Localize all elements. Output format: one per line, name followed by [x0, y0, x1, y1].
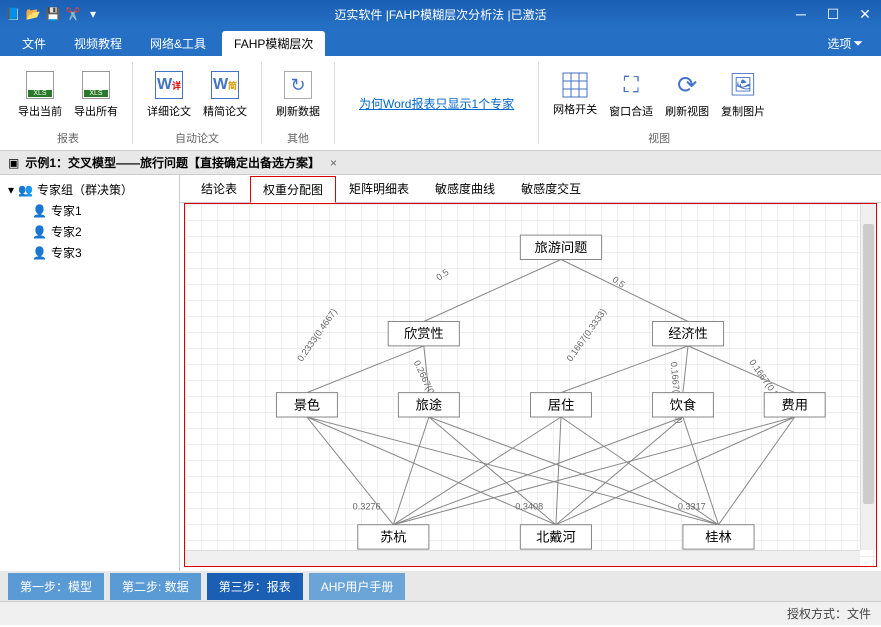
svg-text:0.1667(0.3333): 0.1667(0.3333)	[565, 307, 609, 363]
tree-expert-1[interactable]: 👤专家1	[4, 200, 175, 221]
svg-text:居住: 居住	[548, 397, 574, 412]
tab-sensitivity-curve[interactable]: 敏感度曲线	[422, 175, 508, 202]
refresh-view-button[interactable]: ⟳刷新视图	[661, 60, 713, 128]
dropdown-icon[interactable]: ▾	[84, 5, 102, 23]
svg-text:费用: 费用	[781, 397, 807, 412]
person-icon: 👤	[32, 204, 47, 218]
tool-icon[interactable]: ✂️	[64, 5, 82, 23]
tab-conclusion[interactable]: 结论表	[188, 175, 250, 202]
svg-text:0.3317: 0.3317	[678, 501, 706, 511]
ribbon-group-other: 其他	[287, 128, 309, 146]
svg-text:旅游问题: 旅游问题	[535, 240, 588, 255]
folder-icon[interactable]: 📂	[24, 5, 42, 23]
refresh-data-button[interactable]: ↻刷新数据	[272, 60, 324, 128]
brief-paper-button[interactable]: W简精简论文	[199, 60, 251, 128]
tab-matrix[interactable]: 矩阵明细表	[336, 175, 422, 202]
detailed-paper-button[interactable]: W详详细论文	[143, 60, 195, 128]
step-2-button[interactable]: 第二步: 数据	[110, 573, 201, 600]
hierarchy-diagram: 0.50.50.2333(0.4667)0.2667(0.5333)0.1667…	[185, 204, 876, 566]
status-bar: 授权方式：文件	[0, 601, 881, 625]
window-title: 迈实软件 |FAHP模糊层次分析法 |已激活	[334, 6, 546, 23]
svg-text:0.3276: 0.3276	[353, 501, 381, 511]
menu-network[interactable]: 网络&工具	[138, 31, 218, 56]
close-tab-icon[interactable]: ×	[330, 156, 337, 170]
svg-text:苏杭: 苏杭	[380, 529, 406, 544]
collapse-icon[interactable]: ▾	[8, 183, 14, 197]
options-menu[interactable]: 选项⏷	[819, 31, 871, 56]
ribbon-group-view: 视图	[648, 128, 670, 146]
content-tabs: 结论表 权重分配图 矩阵明细表 敏感度曲线 敏感度交互	[180, 175, 881, 203]
person-icon: 👤	[32, 225, 47, 239]
tab-sensitivity-interact[interactable]: 敏感度交互	[508, 175, 594, 202]
svg-text:0.3408: 0.3408	[515, 501, 543, 511]
document-tab[interactable]: ▣ 示例1：交叉模型——旅行问题【直接确定出备选方案】 ×	[0, 151, 881, 175]
license-status: 授权方式：文件	[787, 605, 871, 622]
person-icon: 👤	[32, 246, 47, 260]
manual-button[interactable]: AHP用户手册	[309, 573, 406, 600]
tab-weight-chart[interactable]: 权重分配图	[250, 176, 336, 203]
grid-toggle-button[interactable]: 网格开关	[549, 60, 601, 128]
close-button[interactable]: ✕	[853, 5, 877, 23]
ribbon-group-paper: 自动论文	[175, 128, 219, 146]
minimize-button[interactable]: ─	[789, 5, 813, 23]
tree-expert-2[interactable]: 👤专家2	[4, 221, 175, 242]
svg-text:经济性: 经济性	[668, 326, 708, 341]
fit-window-button[interactable]: ⛶窗口合适	[605, 60, 657, 128]
step-3-button[interactable]: 第三步：报表	[207, 573, 303, 600]
maximize-button[interactable]: ☐	[821, 5, 845, 23]
copy-image-button[interactable]: 🖼复制图片	[717, 60, 769, 128]
cube-icon: ▣	[8, 156, 19, 170]
export-current-button[interactable]: 导出当前	[14, 60, 66, 128]
ribbon-group-report: 报表	[57, 128, 79, 146]
step-bar: 第一步：模型 第二步: 数据 第三步：报表 AHP用户手册	[0, 571, 881, 601]
title-bar: 📘 📂 💾 ✂️ ▾ 迈实软件 |FAHP模糊层次分析法 |已激活 ─ ☐ ✕	[0, 0, 881, 28]
step-1-button[interactable]: 第一步：模型	[8, 573, 104, 600]
menu-file[interactable]: 文件	[10, 31, 58, 56]
svg-text:欣赏性: 欣赏性	[404, 326, 444, 341]
diagram-area: 0.50.50.2333(0.4667)0.2667(0.5333)0.1667…	[184, 203, 877, 567]
svg-text:北戴河: 北戴河	[536, 529, 576, 544]
tree-root[interactable]: ▾ 👥 专家组（群决策）	[4, 179, 175, 200]
tree-expert-3[interactable]: 👤专家3	[4, 242, 175, 263]
svg-text:0.2333(0.4667): 0.2333(0.4667)	[295, 307, 339, 363]
group-icon: 👥	[18, 183, 33, 197]
ribbon: 导出当前 导出所有 报表 W详详细论文 W简精简论文 自动论文 ↻刷新数据 其他…	[0, 56, 881, 151]
svg-text:景色: 景色	[294, 396, 320, 412]
word-report-link[interactable]: 为何Word报表只显示1个专家	[339, 60, 534, 146]
sidebar: ▾ 👥 专家组（群决策） 👤专家1 👤专家2 👤专家3	[0, 175, 180, 571]
save-icon[interactable]: 💾	[44, 5, 62, 23]
vertical-scrollbar[interactable]	[860, 204, 876, 550]
svg-text:0.5: 0.5	[611, 274, 627, 289]
svg-text:桂林: 桂林	[705, 529, 731, 544]
horizontal-scrollbar[interactable]	[185, 550, 860, 566]
app-icon: 📘	[4, 5, 22, 23]
menu-fahp[interactable]: FAHP模糊层次	[222, 31, 325, 56]
chevron-down-icon: ⏷	[853, 36, 863, 51]
menu-bar: 文件 视频教程 网络&工具 FAHP模糊层次 选项⏷	[0, 28, 881, 56]
svg-text:饮食: 饮食	[670, 396, 696, 412]
svg-text:旅途: 旅途	[416, 396, 442, 412]
menu-video[interactable]: 视频教程	[62, 31, 134, 56]
document-title: 示例1：交叉模型——旅行问题【直接确定出备选方案】	[25, 154, 320, 171]
svg-text:0.5: 0.5	[434, 267, 450, 282]
export-all-button[interactable]: 导出所有	[70, 60, 122, 128]
